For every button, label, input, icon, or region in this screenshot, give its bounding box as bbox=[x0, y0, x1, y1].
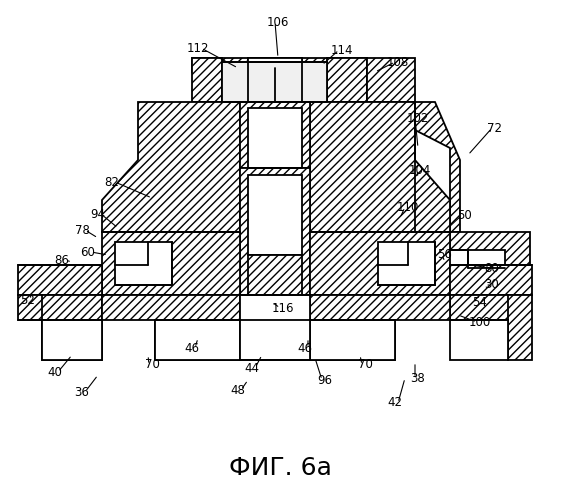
Polygon shape bbox=[310, 295, 450, 360]
Polygon shape bbox=[248, 175, 302, 255]
Polygon shape bbox=[450, 232, 530, 295]
Polygon shape bbox=[450, 320, 508, 360]
Polygon shape bbox=[327, 58, 367, 102]
Polygon shape bbox=[310, 320, 395, 360]
Polygon shape bbox=[248, 58, 302, 62]
Text: 54: 54 bbox=[472, 296, 488, 309]
Text: 102: 102 bbox=[407, 111, 429, 124]
Text: 48: 48 bbox=[231, 384, 245, 397]
Polygon shape bbox=[367, 102, 460, 232]
Text: 36: 36 bbox=[75, 386, 89, 399]
Text: 30: 30 bbox=[485, 278, 499, 291]
Text: 72: 72 bbox=[488, 121, 503, 135]
Polygon shape bbox=[310, 102, 450, 232]
Polygon shape bbox=[415, 130, 450, 232]
Polygon shape bbox=[102, 232, 240, 295]
Polygon shape bbox=[42, 320, 102, 360]
Polygon shape bbox=[240, 168, 310, 295]
Polygon shape bbox=[155, 320, 240, 360]
Text: 82: 82 bbox=[104, 176, 119, 189]
Text: 40: 40 bbox=[48, 365, 62, 379]
Text: 46: 46 bbox=[297, 341, 312, 354]
Text: 50: 50 bbox=[458, 209, 472, 222]
Text: ФИГ. 6а: ФИГ. 6а bbox=[228, 456, 332, 480]
Text: 52: 52 bbox=[21, 293, 35, 306]
Polygon shape bbox=[367, 58, 415, 102]
Polygon shape bbox=[192, 58, 367, 72]
Polygon shape bbox=[248, 58, 302, 62]
Text: 112: 112 bbox=[187, 41, 209, 54]
Text: 86: 86 bbox=[54, 253, 70, 266]
Text: 104: 104 bbox=[409, 164, 431, 177]
Polygon shape bbox=[115, 242, 172, 285]
Polygon shape bbox=[102, 102, 240, 232]
Text: 116: 116 bbox=[272, 301, 295, 314]
Text: 42: 42 bbox=[388, 397, 402, 410]
Polygon shape bbox=[248, 108, 302, 168]
Text: 100: 100 bbox=[469, 315, 491, 328]
Text: 44: 44 bbox=[245, 361, 260, 375]
Polygon shape bbox=[450, 265, 532, 295]
Text: 38: 38 bbox=[411, 371, 425, 385]
Polygon shape bbox=[192, 58, 222, 102]
Polygon shape bbox=[468, 250, 505, 268]
Text: 96: 96 bbox=[318, 373, 333, 387]
Polygon shape bbox=[378, 242, 435, 285]
Polygon shape bbox=[248, 255, 302, 295]
Polygon shape bbox=[240, 295, 310, 360]
Polygon shape bbox=[310, 232, 450, 295]
Polygon shape bbox=[450, 295, 532, 360]
Text: 94: 94 bbox=[90, 208, 105, 221]
Text: 110: 110 bbox=[397, 201, 419, 214]
Text: 114: 114 bbox=[331, 43, 353, 56]
Polygon shape bbox=[222, 62, 327, 102]
Text: 78: 78 bbox=[75, 224, 89, 237]
Text: 70: 70 bbox=[145, 358, 159, 371]
Text: 46: 46 bbox=[185, 341, 200, 354]
Polygon shape bbox=[102, 295, 240, 360]
Text: 80: 80 bbox=[485, 261, 499, 274]
Text: 70: 70 bbox=[357, 358, 373, 371]
Text: 106: 106 bbox=[267, 15, 289, 28]
Text: 60: 60 bbox=[81, 246, 95, 258]
Polygon shape bbox=[18, 295, 102, 360]
Polygon shape bbox=[240, 102, 310, 168]
Text: 56: 56 bbox=[438, 249, 452, 261]
Text: 108: 108 bbox=[387, 55, 409, 68]
Polygon shape bbox=[18, 265, 102, 295]
